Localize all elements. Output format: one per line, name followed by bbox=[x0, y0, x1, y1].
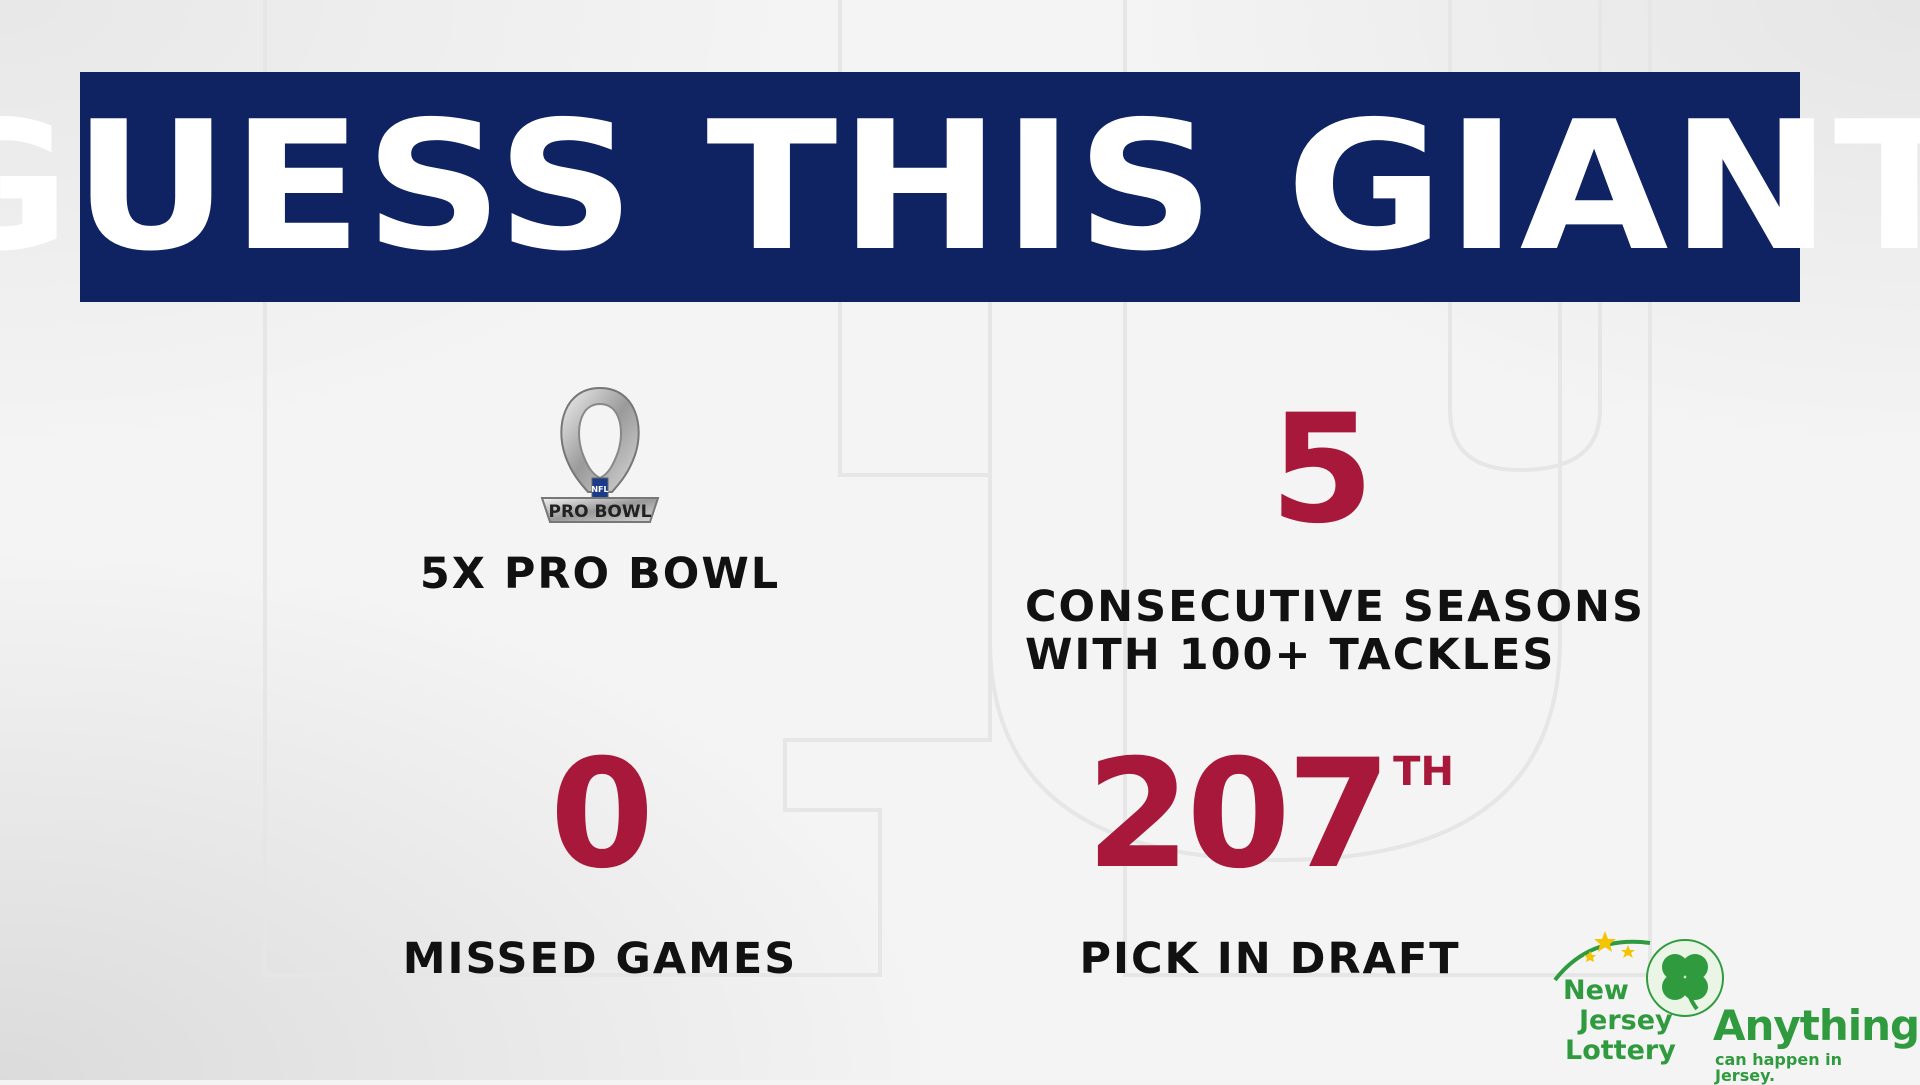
seasons-value: 5 bbox=[1269, 383, 1374, 557]
seasons-label-line2: WITH 100+ TACKLES bbox=[1025, 630, 1556, 681]
nj-lottery-logo: New Jersey Lottery Anything can happen i… bbox=[1545, 915, 1920, 1084]
stat-consecutive-seasons: 5 CONSECUTIVE SEASONS WITH 100+ TACKLES bbox=[980, 395, 1660, 679]
lottery-swoosh-icon bbox=[1553, 931, 1651, 982]
pro-bowl-trophy-icon: NFL PRO BOWL bbox=[540, 386, 660, 523]
lottery-slogan: Anything bbox=[1713, 1001, 1920, 1050]
lottery-word-jersey: Jersey bbox=[1579, 1005, 1673, 1036]
lottery-tagline: can happen in Jersey. bbox=[1715, 1050, 1843, 1085]
lottery-word-lottery: Lottery bbox=[1565, 1035, 1676, 1066]
draft-pick-label: PICK IN DRAFT bbox=[1079, 934, 1461, 984]
draft-pick-suffix: TH bbox=[1393, 749, 1454, 795]
seasons-label-line1: CONSECUTIVE SEASONS bbox=[1025, 582, 1645, 632]
missed-games-label: MISSED GAMES bbox=[402, 934, 798, 984]
lottery-word-new: New bbox=[1563, 975, 1629, 1006]
shamrock-icon bbox=[1646, 939, 1724, 1017]
stat-pro-bowl: NFL PRO BOWL 5X PRO BOWL bbox=[390, 380, 810, 598]
stat-missed-games: 0 MISSED GAMES bbox=[380, 740, 820, 983]
pro-bowl-badge-text: PRO BOWL bbox=[549, 502, 652, 522]
draft-pick-value: 207 TH bbox=[1050, 740, 1490, 890]
pro-bowl-label: 5X PRO BOWL bbox=[419, 549, 781, 599]
title-banner: GUESS THIS GIANT bbox=[0, 72, 1920, 302]
draft-pick-number: 207 bbox=[1086, 728, 1391, 902]
page-title: GUESS THIS GIANT bbox=[0, 83, 1920, 290]
stat-draft-pick: 207 TH PICK IN DRAFT bbox=[1050, 740, 1490, 983]
missed-games-value: 0 bbox=[549, 728, 654, 902]
nfl-shield-text: NFL bbox=[591, 485, 608, 494]
